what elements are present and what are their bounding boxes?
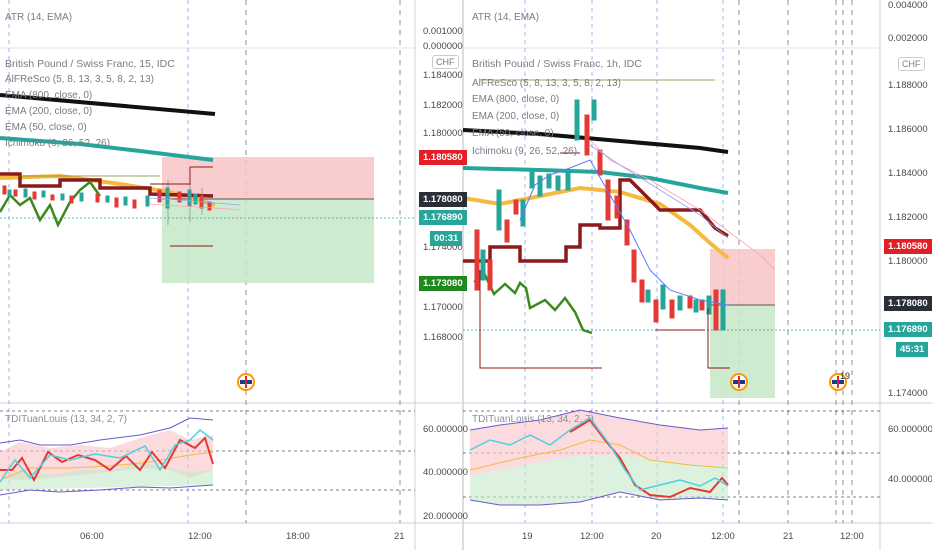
right-indicator-ichimoku[interactable]: Ichimoku (9, 26, 52, 26) xyxy=(472,146,578,157)
right-price-tick: 1.180000 xyxy=(888,256,928,267)
right-bar-countdown: 45:31 xyxy=(896,342,929,357)
left-indicator-ichimoku[interactable]: Ichimoku (9, 26, 52, 26) xyxy=(5,138,111,149)
right-kijun-line xyxy=(463,178,729,263)
right-osc-tick: 60.000000 xyxy=(888,424,932,435)
right-uk-event-cluster-icon xyxy=(829,373,847,391)
left-atr-tick: 0.000000 xyxy=(423,41,463,52)
right-lagging-line xyxy=(473,273,593,335)
left-current-price-tag: 1.176890 xyxy=(419,210,467,225)
right-time-tick: 20 xyxy=(651,531,662,542)
right-atr-tick: 0.004000 xyxy=(888,0,928,11)
left-osc-tick: 20.000000 xyxy=(423,511,468,522)
left-lagging-line xyxy=(0,180,102,228)
left-atr-tick: 0.001000 xyxy=(423,26,463,37)
right-price-tick: 1.182000 xyxy=(888,212,928,223)
right-price-tick: 1.174000 xyxy=(888,388,928,399)
right-indicator-ema200[interactable]: EMA (200, close, 0) xyxy=(472,111,560,122)
left-price-tick: 1.180000 xyxy=(423,128,463,139)
left-osc-tick: 60.000000 xyxy=(423,424,468,435)
right-event-count-badge[interactable]: 19 xyxy=(840,371,851,381)
right-indicator-ema800[interactable]: EMA (800, close, 0) xyxy=(472,94,560,105)
left-uk-event-icon xyxy=(237,373,255,391)
right-chart-title[interactable]: British Pound / Swiss Franc, 1h, IDC xyxy=(472,58,642,70)
right-entry-price-tag: 1.178080 xyxy=(884,296,932,311)
left-price-tick: 1.174000 xyxy=(423,242,463,253)
right-time-tick: 12:00 xyxy=(840,531,864,542)
left-tdi-oscillator xyxy=(0,410,415,496)
left-kijun-line xyxy=(0,172,214,198)
right-time-tick: 19 xyxy=(522,531,533,542)
right-atr-label[interactable]: ATR (14, EMA) xyxy=(472,12,540,23)
right-currency-button[interactable]: CHF xyxy=(898,57,925,71)
right-stop-zone xyxy=(710,249,775,305)
left-time-tick: 18:00 xyxy=(286,531,310,542)
right-atr-tick: 0.002000 xyxy=(888,33,928,44)
left-time-tick: 12:00 xyxy=(188,531,212,542)
right-price-tick: 1.188000 xyxy=(888,80,928,91)
left-price-tick: 1.170000 xyxy=(423,302,463,313)
right-oscillator-label[interactable]: TDITuanLouis (13, 34, 2, 7) xyxy=(472,414,594,425)
left-time-tick: 06:00 xyxy=(80,531,104,542)
left-price-tick: 1.184000 xyxy=(423,70,463,81)
right-price-tick: 1.184000 xyxy=(888,168,928,179)
left-session-lines xyxy=(8,0,189,523)
right-ema200-line xyxy=(462,166,729,195)
right-osc-tick: 40.000000 xyxy=(888,474,932,485)
left-chart-title[interactable]: British Pound / Swiss Franc, 15, IDC xyxy=(5,58,175,70)
left-osc-tick: 40.000000 xyxy=(423,467,468,478)
right-time-tick: 21 xyxy=(783,531,794,542)
left-currency-button[interactable]: CHF xyxy=(432,55,459,69)
left-entry-price-tag: 1.178080 xyxy=(419,192,467,207)
left-time-tick: 21 xyxy=(394,531,405,542)
left-ema800-line xyxy=(0,93,216,116)
left-price-tick: 1.168000 xyxy=(423,332,463,343)
right-indicator-alfresco[interactable]: AlFReSco (5, 8, 13, 3, 5, 8, 2, 13) xyxy=(472,78,621,89)
left-price-tick: 1.182000 xyxy=(423,100,463,111)
left-indicator-ema50[interactable]: EMA (50, close, 0) xyxy=(5,122,87,133)
left-indicator-ema800[interactable]: EMA (800, close, 0) xyxy=(5,90,93,101)
left-ema200-line xyxy=(0,136,214,162)
left-atr-label[interactable]: ATR (14, EMA) xyxy=(5,12,73,23)
left-oscillator-label[interactable]: TDITuanLouis (13, 34, 2, 7) xyxy=(5,414,127,425)
left-indicator-ema200[interactable]: EMA (200, close, 0) xyxy=(5,106,93,117)
right-current-price-tag: 1.176890 xyxy=(884,322,932,337)
left-target-price-tag: 1.173080 xyxy=(419,276,467,291)
right-time-tick: 12:00 xyxy=(711,531,735,542)
right-stop-price-tag: 1.180580 xyxy=(884,239,932,254)
left-indicator-alfresco[interactable]: AlFReSco (5, 8, 13, 3, 5, 8, 2, 13) xyxy=(5,74,154,85)
left-stop-zone xyxy=(162,157,374,199)
left-target-zone xyxy=(162,199,374,283)
right-ema800-line xyxy=(462,128,729,154)
left-stop-price-tag: 1.180580 xyxy=(419,150,467,165)
left-bar-countdown: 00:31 xyxy=(430,231,463,246)
right-uk-event-icon xyxy=(730,373,748,391)
right-time-tick: 12:00 xyxy=(580,531,604,542)
right-tdi-oscillator xyxy=(463,409,880,506)
right-price-tick: 1.186000 xyxy=(888,124,928,135)
right-indicator-ema50[interactable]: EMA (50, close, 0) xyxy=(472,128,554,139)
